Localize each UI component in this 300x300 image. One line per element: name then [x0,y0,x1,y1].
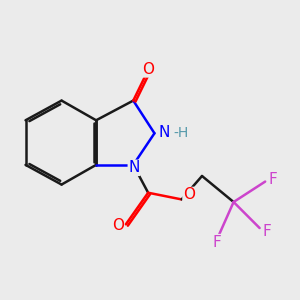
Text: F: F [212,235,221,250]
Text: N: N [128,160,140,175]
Text: N: N [159,125,170,140]
Text: O: O [183,188,195,202]
Text: -H: -H [174,125,189,140]
Text: O: O [142,62,154,77]
Text: O: O [112,218,124,232]
Text: F: F [268,172,277,187]
Text: F: F [263,224,272,239]
